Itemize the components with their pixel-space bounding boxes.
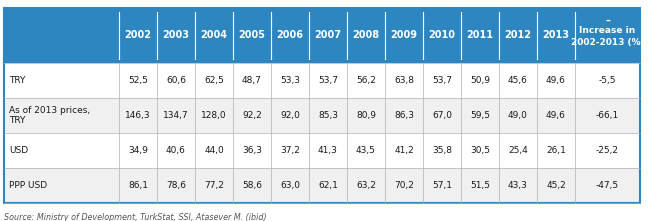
Text: As of 2013 prices,
TRY: As of 2013 prices, TRY bbox=[9, 106, 90, 125]
Text: 86,3: 86,3 bbox=[394, 111, 414, 120]
Text: 48,7: 48,7 bbox=[242, 76, 262, 85]
Text: 62,5: 62,5 bbox=[204, 76, 224, 85]
Bar bbox=[4, 133, 640, 168]
Text: 134,7: 134,7 bbox=[163, 111, 189, 120]
Text: -5,5: -5,5 bbox=[599, 76, 616, 85]
Text: 2007: 2007 bbox=[314, 30, 342, 40]
Text: 86,1: 86,1 bbox=[128, 181, 148, 190]
Text: 41,3: 41,3 bbox=[318, 146, 338, 155]
Text: 59,5: 59,5 bbox=[470, 111, 490, 120]
Text: 25,4: 25,4 bbox=[508, 146, 528, 155]
Text: 49,6: 49,6 bbox=[546, 76, 566, 85]
Text: 80,9: 80,9 bbox=[356, 111, 376, 120]
Text: 77,2: 77,2 bbox=[204, 181, 224, 190]
Bar bbox=[157, 8, 195, 63]
Text: 70,2: 70,2 bbox=[394, 181, 414, 190]
Text: PPP USD: PPP USD bbox=[9, 181, 47, 190]
Text: 85,3: 85,3 bbox=[318, 111, 338, 120]
Text: 40,6: 40,6 bbox=[166, 146, 186, 155]
Text: 41,2: 41,2 bbox=[394, 146, 414, 155]
Text: 58,6: 58,6 bbox=[242, 181, 262, 190]
Text: 2012: 2012 bbox=[505, 30, 531, 40]
Text: 49,0: 49,0 bbox=[508, 111, 528, 120]
Bar bbox=[4, 168, 640, 203]
Bar bbox=[4, 8, 119, 63]
Text: TRY: TRY bbox=[9, 76, 25, 85]
Bar bbox=[4, 8, 640, 203]
Text: 2011: 2011 bbox=[467, 30, 493, 40]
Text: 37,2: 37,2 bbox=[280, 146, 300, 155]
Text: 45,2: 45,2 bbox=[546, 181, 566, 190]
Text: Increase in: Increase in bbox=[579, 26, 635, 35]
Bar bbox=[499, 8, 537, 63]
Text: 2004: 2004 bbox=[201, 30, 227, 40]
Bar bbox=[195, 8, 233, 63]
Text: 43,3: 43,3 bbox=[508, 181, 528, 190]
Text: 92,2: 92,2 bbox=[242, 111, 262, 120]
Text: 35,8: 35,8 bbox=[432, 146, 452, 155]
Text: 26,1: 26,1 bbox=[546, 146, 566, 155]
Text: -47,5: -47,5 bbox=[596, 181, 619, 190]
Text: 36,3: 36,3 bbox=[242, 146, 262, 155]
Text: 53,3: 53,3 bbox=[280, 76, 300, 85]
Bar bbox=[4, 63, 640, 98]
Bar bbox=[461, 8, 499, 63]
Text: 92,0: 92,0 bbox=[280, 111, 300, 120]
Text: 44,0: 44,0 bbox=[204, 146, 224, 155]
Text: 62,1: 62,1 bbox=[318, 181, 338, 190]
Text: 60,6: 60,6 bbox=[166, 76, 186, 85]
Text: -25,2: -25,2 bbox=[596, 146, 619, 155]
Text: 49,6: 49,6 bbox=[546, 111, 566, 120]
Text: USD: USD bbox=[9, 146, 28, 155]
Text: –: – bbox=[605, 16, 610, 26]
Text: 67,0: 67,0 bbox=[432, 111, 452, 120]
Text: 53,7: 53,7 bbox=[318, 76, 338, 85]
Bar bbox=[271, 8, 309, 63]
Bar bbox=[4, 98, 640, 133]
Text: 2008: 2008 bbox=[352, 30, 380, 40]
Text: 2010: 2010 bbox=[428, 30, 456, 40]
Text: 2006: 2006 bbox=[277, 30, 303, 40]
Text: 78,6: 78,6 bbox=[166, 181, 186, 190]
Text: 53,7: 53,7 bbox=[432, 76, 452, 85]
Text: 63,0: 63,0 bbox=[280, 181, 300, 190]
Text: Source: Ministry of Development, TurkStat, SSI, Atasever M. (ibid): Source: Ministry of Development, TurkSta… bbox=[4, 213, 267, 221]
Text: 43,5: 43,5 bbox=[356, 146, 376, 155]
Text: 2013: 2013 bbox=[542, 30, 570, 40]
Bar bbox=[537, 8, 575, 63]
Text: 45,6: 45,6 bbox=[508, 76, 528, 85]
Text: 50,9: 50,9 bbox=[470, 76, 490, 85]
Text: 56,2: 56,2 bbox=[356, 76, 376, 85]
Text: 51,5: 51,5 bbox=[470, 181, 490, 190]
Text: 63,2: 63,2 bbox=[356, 181, 376, 190]
Bar bbox=[347, 8, 385, 63]
Bar bbox=[309, 8, 347, 63]
Text: 57,1: 57,1 bbox=[432, 181, 452, 190]
Text: 146,3: 146,3 bbox=[125, 111, 151, 120]
Text: 2005: 2005 bbox=[238, 30, 266, 40]
Text: 128,0: 128,0 bbox=[201, 111, 227, 120]
Text: 2002: 2002 bbox=[124, 30, 152, 40]
Bar bbox=[385, 8, 423, 63]
Bar bbox=[423, 8, 461, 63]
Text: 30,5: 30,5 bbox=[470, 146, 490, 155]
Text: 2009: 2009 bbox=[391, 30, 417, 40]
Text: 63,8: 63,8 bbox=[394, 76, 414, 85]
Bar bbox=[233, 8, 271, 63]
Text: 34,9: 34,9 bbox=[128, 146, 148, 155]
Bar bbox=[575, 8, 640, 63]
Text: 2002-2013 (%): 2002-2013 (%) bbox=[571, 38, 644, 47]
Text: 2003: 2003 bbox=[163, 30, 189, 40]
Text: 52,5: 52,5 bbox=[128, 76, 148, 85]
Text: -66,1: -66,1 bbox=[596, 111, 619, 120]
Bar bbox=[119, 8, 157, 63]
